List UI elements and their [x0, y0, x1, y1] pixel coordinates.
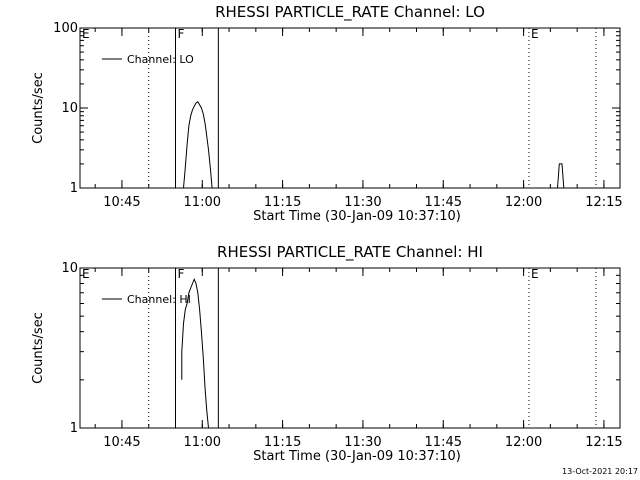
x-tick-label: 12:00 [505, 435, 542, 450]
plot-panels: RHESSI PARTICLE_RATE Channel: LO 1 10 100 10… [31, 3, 623, 464]
legend-entry: Channel: LO [127, 53, 194, 66]
data-series-line [557, 163, 565, 189]
event-marker-label: E [82, 267, 90, 281]
event-marker-label: E [82, 27, 90, 41]
x-tick-label: 11:30 [344, 435, 381, 450]
y-tick-label: 10 [61, 101, 78, 116]
y-axis-label: Counts/sec [31, 312, 46, 384]
x-tick-label: 11:45 [425, 435, 462, 450]
chart-panel-1: RHESSI PARTICLE_RATE Channel: LO 1 10 100 10… [31, 3, 623, 224]
x-tick-label: 12:15 [585, 195, 622, 210]
x-tick-label: 11:45 [425, 195, 462, 210]
y-tick-label: 100 [53, 21, 78, 36]
event-marker-label: E [531, 27, 539, 41]
x-tick-label: 11:30 [344, 195, 381, 210]
event-marker-label: F [178, 267, 185, 281]
data-series-line [183, 100, 213, 189]
chart-title: RHESSI PARTICLE_RATE Channel: HI [217, 243, 483, 262]
x-tick-label: 12:00 [505, 195, 542, 210]
chart-title: RHESSI PARTICLE_RATE Channel: LO [215, 3, 485, 22]
x-axis-label: Start Time (30-Jan-09 10:37:10) [253, 209, 461, 224]
x-tick-label: 10:45 [103, 435, 140, 450]
x-tick-label: 12:15 [585, 435, 622, 450]
x-tick-label: 11:00 [184, 435, 221, 450]
x-tick-label: 10:45 [103, 195, 140, 210]
x-tick-label: 11:15 [264, 195, 301, 210]
y-tick-label: 1 [70, 181, 78, 196]
x-tick-label: 11:00 [184, 195, 221, 210]
data-series-line [181, 277, 209, 429]
generation-timestamp: 13-Oct-2021 20:17 [562, 467, 638, 476]
y-axis-label: Counts/sec [31, 72, 46, 144]
x-tick-label: 11:15 [264, 435, 301, 450]
event-marker-label: F [178, 27, 185, 41]
y-tick-label: 10 [61, 261, 78, 276]
event-marker-label: E [531, 267, 539, 281]
x-axis-label: Start Time (30-Jan-09 10:37:10) [253, 449, 461, 464]
chart-panel-2: RHESSI PARTICLE_RATE Channel: HI 1 10 10:45… [31, 243, 623, 464]
y-tick-label: 1 [70, 421, 78, 436]
legend-entry: Channel: HI [127, 293, 191, 306]
